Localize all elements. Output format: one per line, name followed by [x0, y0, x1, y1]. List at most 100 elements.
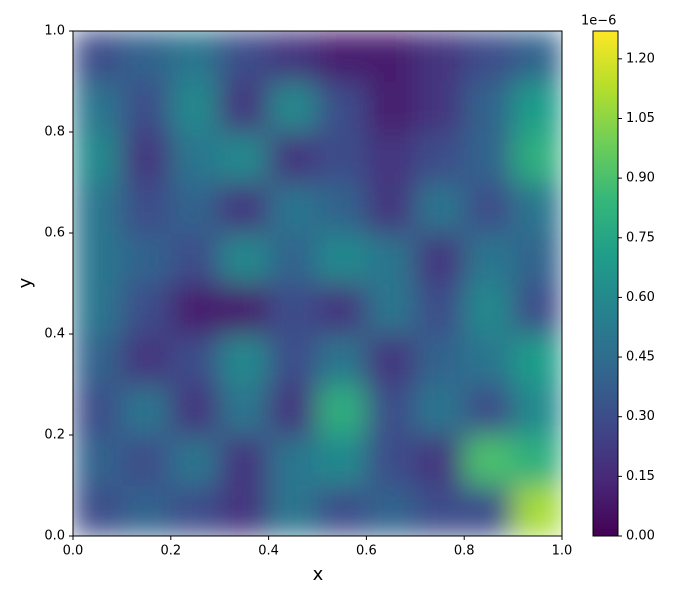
heatmap-cell	[512, 232, 562, 284]
heatmap-cell	[414, 131, 465, 183]
heatmap-cell	[463, 232, 514, 284]
heatmap-cell	[219, 333, 270, 385]
heatmap-cell	[170, 232, 221, 284]
heatmap-cell	[121, 81, 172, 133]
heatmap-cell	[317, 333, 367, 385]
heatmap-cell	[268, 283, 318, 335]
heatmap-cell	[219, 182, 270, 234]
heatmap-cell	[512, 81, 562, 133]
heatmap-cell	[73, 384, 123, 436]
heatmap-cell	[512, 131, 562, 183]
heatmap-cell	[170, 81, 221, 133]
heatmap-cell	[365, 131, 416, 183]
heatmap-cell	[219, 81, 270, 133]
heatmap-cell	[365, 232, 416, 284]
colorbar-tick-label: 0.15	[626, 469, 655, 484]
colorbar-offset: 1e−6	[581, 14, 616, 29]
heatmap-cell	[121, 131, 172, 183]
heatmap-cell	[219, 131, 270, 183]
y-tick-label: 0.8	[44, 125, 65, 140]
heatmap-cell	[170, 434, 221, 486]
heatmap-cell	[170, 131, 221, 183]
heatmap-cell	[268, 131, 318, 183]
heatmap-cell	[170, 485, 221, 536]
heatmap-cell	[219, 485, 270, 536]
colorbar-tick-label: 0.30	[626, 409, 655, 424]
heatmap-cell	[414, 384, 465, 436]
heatmap-cell	[268, 434, 318, 486]
heatmap-cell	[512, 283, 562, 335]
heatmap-cell	[463, 384, 514, 436]
heatmap-cell	[414, 182, 465, 234]
heatmap-cell	[365, 384, 416, 436]
heatmap-cell	[170, 333, 221, 385]
y-tick-label: 0.2	[44, 428, 65, 443]
heatmap-cell	[317, 283, 367, 335]
heatmap-cell	[365, 182, 416, 234]
heatmap-cell	[73, 232, 123, 284]
colorbar-tick-label: 0.75	[626, 230, 655, 245]
heatmap-cell	[414, 31, 465, 82]
x-tick-label: 0.0	[63, 544, 84, 559]
heatmap-cell	[317, 384, 367, 436]
heatmap-cell	[317, 485, 367, 536]
x-tick-label: 0.2	[160, 544, 181, 559]
x-tick-label: 0.6	[356, 544, 377, 559]
y-axis-label: y	[15, 277, 36, 288]
heatmap-cell	[219, 384, 270, 436]
colorbar-tick-label: 0.45	[626, 350, 655, 365]
heatmap-cell	[317, 131, 367, 183]
colorbar-tick-label: 0.90	[626, 171, 655, 186]
x-tick-label: 0.4	[258, 544, 279, 559]
heatmap-cell	[219, 283, 270, 335]
heatmap-cell	[268, 182, 318, 234]
x-tick-label: 0.8	[454, 544, 475, 559]
heatmap-cell	[463, 485, 514, 536]
heatmap-cell	[317, 81, 367, 133]
y-tick-label: 1.0	[44, 24, 65, 39]
heatmap-cell	[268, 333, 318, 385]
heatmap-cell	[317, 182, 367, 234]
x-tick-label: 1.0	[552, 544, 573, 559]
heatmap	[73, 31, 562, 536]
heatmap-cell	[414, 283, 465, 335]
y-tick-label: 0.6	[44, 226, 65, 241]
heatmap-cell	[73, 182, 123, 234]
heatmap-cell	[463, 81, 514, 133]
heatmap-cell	[365, 434, 416, 486]
heatmap-cell	[365, 81, 416, 133]
heatmap-cell	[73, 31, 123, 82]
colorbar	[592, 30, 619, 537]
heatmap-cell	[121, 384, 172, 436]
heatmap-cell	[268, 384, 318, 436]
colorbar-tick-label: 1.20	[626, 51, 655, 66]
heatmap-cell	[73, 333, 123, 385]
y-tick-label: 0.4	[44, 327, 65, 342]
heatmap-cell	[268, 485, 318, 536]
heatmap-cell	[170, 182, 221, 234]
heatmap-cell	[170, 31, 221, 82]
heatmap-cell	[121, 485, 172, 536]
heatmap-cell	[317, 232, 367, 284]
heatmap-cell	[463, 283, 514, 335]
heatmap-cell	[121, 31, 172, 82]
heatmap-cell	[463, 31, 514, 82]
heatmap-cell	[73, 485, 123, 536]
heatmap-cell	[73, 81, 123, 133]
heatmap-cell	[121, 434, 172, 486]
heatmap-cell	[365, 485, 416, 536]
heatmap-cell	[463, 333, 514, 385]
heatmap-cell	[219, 31, 270, 82]
x-axis-label: x	[313, 564, 324, 585]
heatmap-cell	[219, 232, 270, 284]
heatmap-cell	[268, 81, 318, 133]
heatmap-cell	[121, 283, 172, 335]
heatmap-cell	[73, 434, 123, 486]
colorbar-tick-label: 1.05	[626, 111, 655, 126]
heatmap-cell	[365, 31, 416, 82]
colorbar-tick-label: 0.00	[626, 529, 655, 544]
heatmap-cell	[414, 232, 465, 284]
plot-frame	[72, 30, 563, 537]
heatmap-cell	[365, 333, 416, 385]
